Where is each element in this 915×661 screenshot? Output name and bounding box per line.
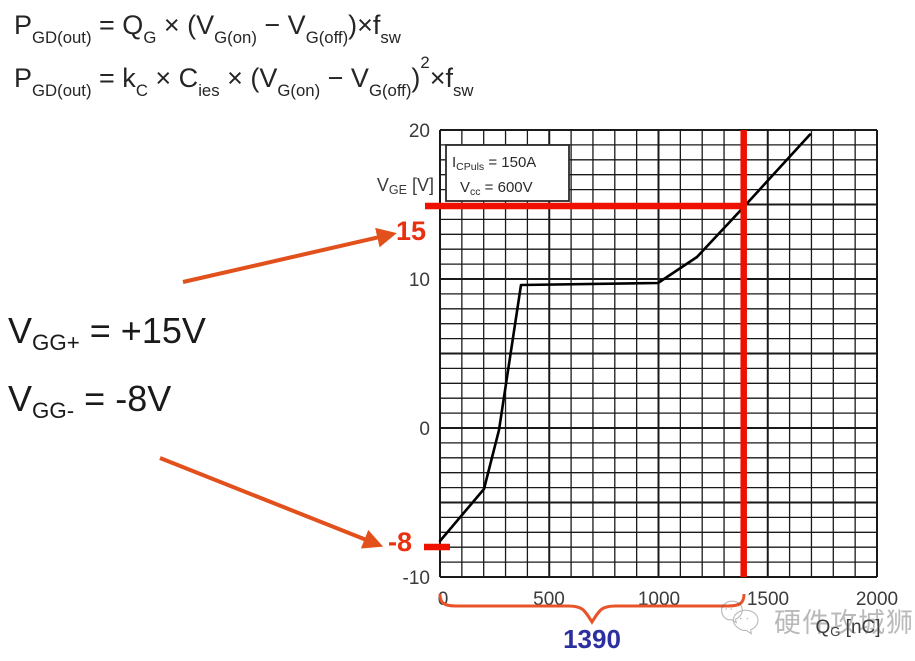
svg-text:10: 10 [409,270,430,291]
svg-text:VGE [V]: VGE [V] [377,175,434,197]
svg-text:2000: 2000 [856,589,898,610]
svg-text:-8: -8 [388,527,412,557]
svg-text:0: 0 [419,419,430,440]
svg-text:1500: 1500 [747,589,789,610]
svg-text:15: 15 [396,216,426,246]
svg-text:硬件攻城狮: 硬件攻城狮 [774,608,914,638]
svg-text:-10: -10 [403,568,430,589]
svg-text:20: 20 [409,121,430,142]
svg-text:1390: 1390 [563,624,621,654]
